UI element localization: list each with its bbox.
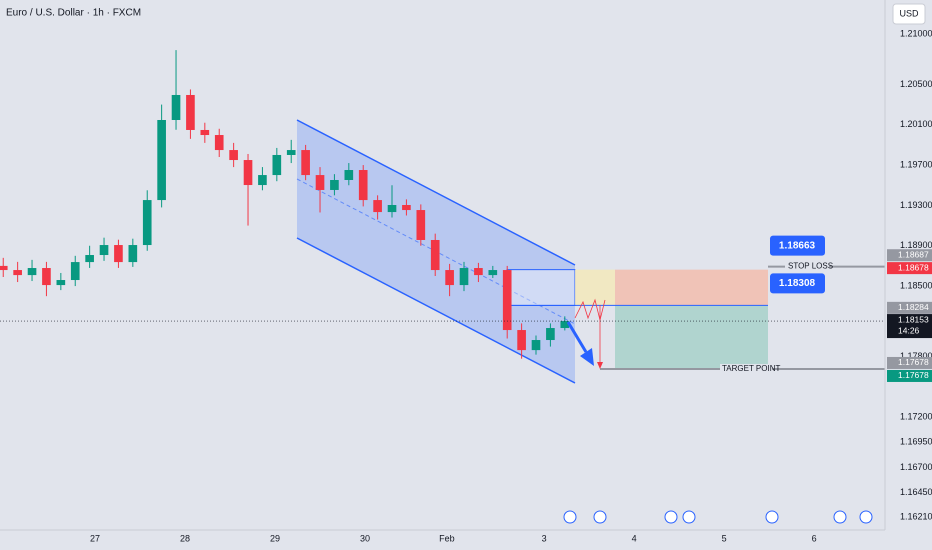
position-tool: STOP LOSS TARGET POINT 1.18663 1.18308 xyxy=(506,235,885,374)
y-tick-label: 1.20100 xyxy=(900,119,932,129)
candle-body xyxy=(315,175,325,190)
candle-body xyxy=(301,150,310,176)
target-text: TARGET POINT xyxy=(722,364,780,373)
candle-body xyxy=(128,245,138,263)
candle-body xyxy=(387,205,397,213)
candle-body xyxy=(85,255,94,263)
y-tick-label: 1.17800 xyxy=(900,351,932,361)
x-tick-label: 29 xyxy=(270,533,280,543)
currency-button[interactable] xyxy=(892,3,926,25)
candle-body xyxy=(402,205,411,211)
candle-body xyxy=(42,268,51,286)
candle-body xyxy=(358,170,368,201)
y-tick-label: 1.17200 xyxy=(900,412,932,422)
price-callout-text: 1.18308 xyxy=(779,278,816,289)
y-tick-label: 1.19300 xyxy=(900,200,932,210)
current-price: 1.18153 xyxy=(898,314,929,324)
price-callout-text: 1.18663 xyxy=(779,240,816,251)
x-tick-label: 30 xyxy=(360,533,370,543)
candle-body xyxy=(488,270,498,276)
target-zone xyxy=(615,305,768,369)
price-label: 1.17678 xyxy=(898,370,929,380)
candles xyxy=(0,50,570,359)
y-tick-label: 1.16210 xyxy=(900,511,932,521)
y-tick-label: 1.18900 xyxy=(900,240,932,250)
price-label: 1.17678 xyxy=(898,357,929,367)
candle-body xyxy=(56,280,66,286)
price-callout xyxy=(770,235,825,256)
stop-text: STOP LOSS xyxy=(788,262,833,271)
candle-body xyxy=(258,175,267,186)
currency[interactable]: USD xyxy=(899,8,919,18)
candle-body xyxy=(272,154,282,176)
price-label-bg xyxy=(887,262,932,275)
current-price-bg xyxy=(887,314,932,339)
price-label: 1.18284 xyxy=(898,302,929,312)
event-icons xyxy=(563,510,873,524)
candle-body xyxy=(114,245,123,263)
setup-zone xyxy=(506,269,576,306)
candle-body xyxy=(0,265,8,271)
y-tick-label: 1.20500 xyxy=(900,79,932,89)
candle-body xyxy=(531,340,541,351)
label-bg xyxy=(785,260,829,272)
candle-body xyxy=(344,170,354,180)
candle-body xyxy=(474,268,483,276)
y-tick-label: 1.16700 xyxy=(900,462,932,472)
candle-body xyxy=(229,150,238,161)
x-tick-label: 5 xyxy=(722,533,727,543)
candle-body xyxy=(171,94,181,120)
label-bg xyxy=(720,363,772,374)
candle-body xyxy=(502,270,512,331)
candle-body xyxy=(157,119,166,201)
candle-body xyxy=(286,150,296,155)
y-tick-label: 1.16950 xyxy=(900,437,932,447)
candle-body xyxy=(560,321,570,329)
price-label-bg xyxy=(887,356,932,369)
candle-body xyxy=(373,200,382,213)
candle-body xyxy=(200,129,210,136)
countdown: 14:26 xyxy=(898,325,920,335)
candle-body xyxy=(416,210,426,240)
y-tick-label: 1.18500 xyxy=(900,280,932,290)
candle-body xyxy=(430,239,440,271)
x-tick-label: 3 xyxy=(542,533,547,543)
candle-body xyxy=(13,270,22,276)
candle-body xyxy=(214,135,224,151)
price-label: 1.18678 xyxy=(898,262,929,272)
price-label-bg xyxy=(887,301,932,314)
projection xyxy=(566,298,606,369)
candle-body xyxy=(70,262,80,281)
price-label-bg xyxy=(887,249,932,262)
candle-body xyxy=(546,328,555,341)
candle-body xyxy=(27,268,37,276)
y-tick-label: 1.19700 xyxy=(900,159,932,169)
price-label: 1.18687 xyxy=(898,249,929,259)
candle-body xyxy=(243,160,253,186)
candle-body xyxy=(459,268,469,286)
price-callout xyxy=(770,273,825,294)
x-tick-label: 28 xyxy=(180,533,190,543)
y-tick-label: 1.16450 xyxy=(900,487,932,497)
x-tick-label: 6 xyxy=(812,533,817,543)
candle-body xyxy=(517,330,526,351)
candle-body xyxy=(186,94,195,130)
chart-title: Euro / U.S. Dollar · 1h · FXCM xyxy=(6,8,141,19)
x-tick-label: 4 xyxy=(632,533,637,543)
candle-body xyxy=(99,245,109,256)
candle-body xyxy=(445,270,454,286)
candle-body xyxy=(142,200,152,246)
x-tick-label: Feb xyxy=(439,533,455,543)
y-tick-label: 1.21000 xyxy=(900,28,932,38)
candle-body xyxy=(330,179,339,190)
x-tick-label: 27 xyxy=(90,533,100,543)
price-label-bg xyxy=(887,369,932,382)
stop-zone xyxy=(615,269,768,306)
